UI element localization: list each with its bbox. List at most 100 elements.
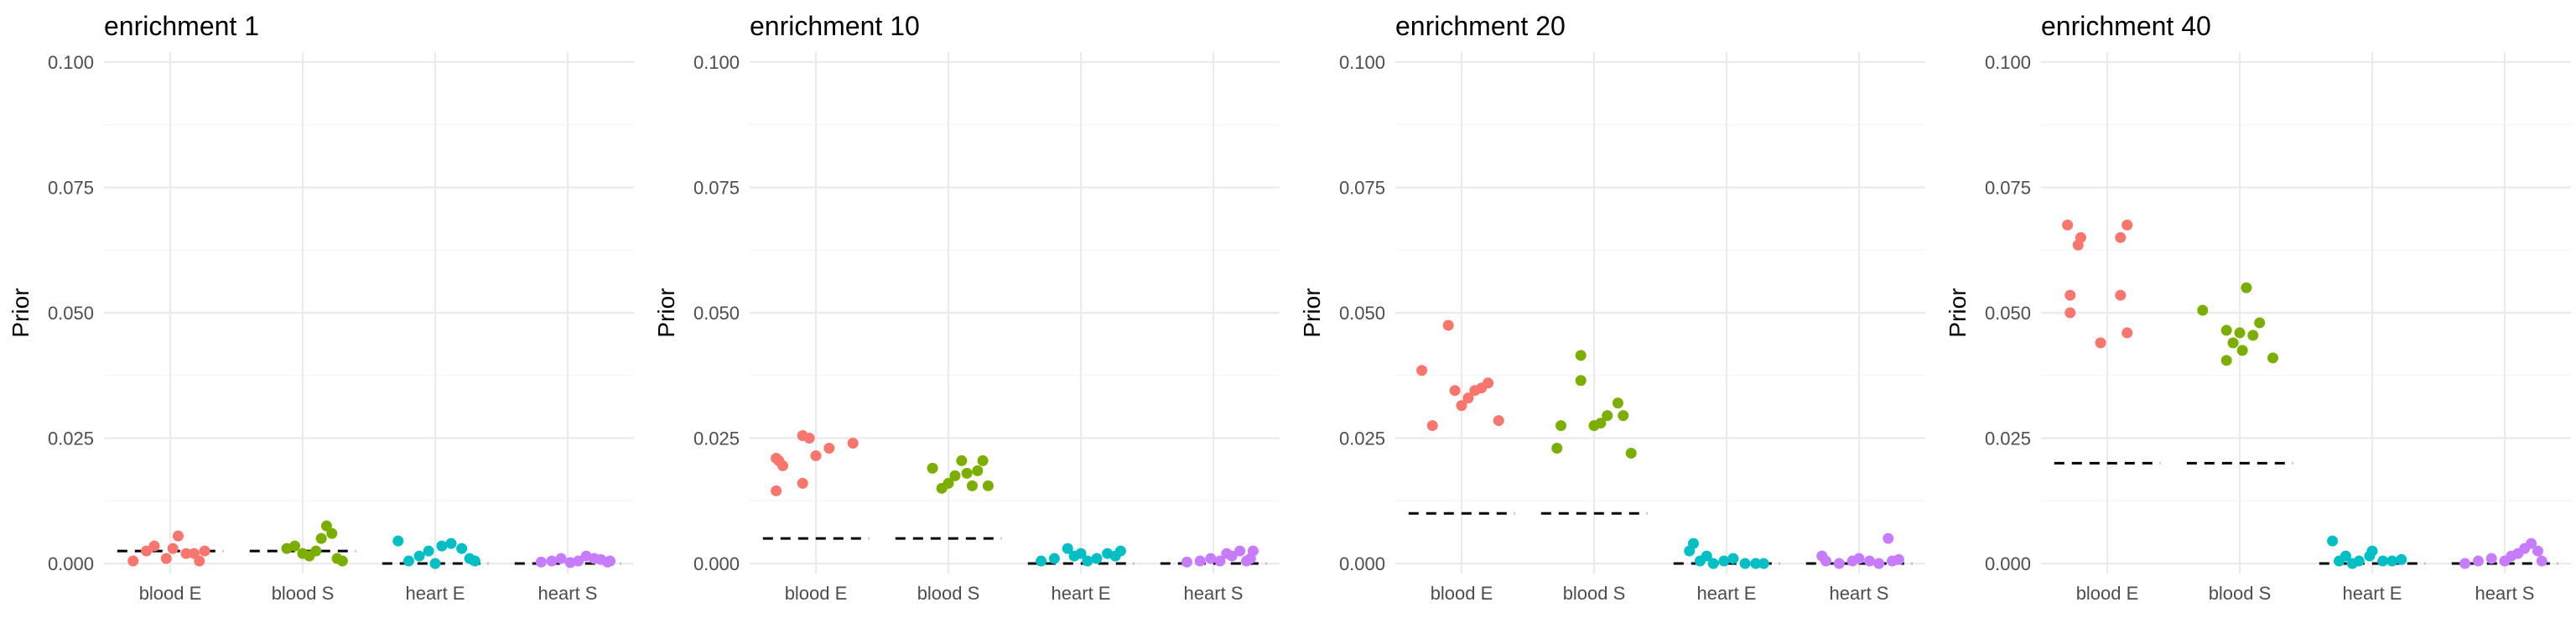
data-point (2536, 555, 2547, 567)
data-point (1036, 555, 1047, 567)
y-tick-label: 0.050 (1339, 303, 1385, 324)
data-point (2064, 289, 2076, 301)
data-point (2327, 535, 2339, 547)
data-point (1234, 545, 1246, 557)
data-point (2115, 289, 2127, 301)
data-point (966, 480, 978, 491)
data-point (605, 555, 616, 567)
data-point (180, 548, 192, 559)
x-tick-label: heart E (1697, 583, 1757, 604)
data-point (1883, 532, 1894, 544)
data-point (456, 543, 468, 554)
data-point (2254, 317, 2266, 329)
data-point (1575, 375, 1587, 387)
data-point (803, 433, 815, 444)
data-point (1758, 558, 1769, 569)
y-tick-label: 0.000 (1985, 553, 2031, 574)
data-point (289, 540, 301, 552)
data-point (1718, 555, 1730, 567)
data-point (1214, 555, 1226, 567)
y-tick-label: 0.075 (693, 177, 740, 198)
data-point (2236, 345, 2248, 356)
x-tick-label: blood S (917, 583, 980, 604)
y-tick-label: 0.000 (48, 553, 94, 574)
data-point (1048, 553, 1060, 564)
y-tick-label: 0.025 (48, 428, 94, 449)
data-point (2340, 550, 2351, 562)
data-point (304, 550, 315, 562)
data-point (1442, 319, 1454, 331)
data-point (2095, 337, 2106, 349)
x-tick-label: blood S (272, 583, 335, 604)
data-point (2366, 545, 2378, 557)
x-tick-label: blood S (1563, 583, 1626, 604)
data-point (1493, 415, 1504, 427)
data-point (2220, 325, 2232, 336)
data-point (1833, 558, 1845, 569)
data-point (336, 555, 348, 567)
data-point (1226, 550, 1238, 562)
x-tick-label: blood E (139, 583, 202, 604)
y-tick-label: 0.050 (1985, 303, 2031, 324)
data-point (315, 532, 327, 544)
x-tick-label: heart S (1184, 583, 1244, 604)
data-point (972, 465, 984, 476)
data-point (2459, 558, 2471, 569)
data-point (2532, 545, 2543, 557)
data-point (949, 470, 961, 481)
data-point (2247, 330, 2259, 341)
data-point (1449, 385, 1461, 397)
y-tick-label: 0.100 (693, 52, 740, 73)
y-axis-title: Prior (8, 288, 34, 337)
x-tick-label: blood S (2209, 583, 2272, 604)
data-point (1456, 400, 1467, 412)
data-point (1612, 397, 1623, 409)
data-point (1551, 442, 1563, 454)
y-axis-title: Prior (1945, 288, 1971, 337)
data-point (469, 555, 480, 567)
data-point (423, 545, 434, 557)
data-point (1091, 553, 1103, 564)
y-tick-label: 0.050 (693, 303, 740, 324)
data-point (141, 545, 153, 557)
data-point (1416, 365, 1428, 377)
data-point (1820, 555, 1831, 567)
data-point (402, 555, 414, 567)
y-tick-label: 0.100 (48, 52, 94, 73)
data-point (2234, 327, 2246, 339)
data-point (1595, 418, 1607, 429)
y-tick-label: 0.025 (1985, 428, 2031, 449)
data-point (2386, 555, 2398, 567)
data-point (2220, 355, 2232, 366)
x-tick-label: blood E (2076, 583, 2139, 604)
data-point (1602, 410, 1613, 422)
data-point (927, 462, 938, 474)
data-point (1247, 545, 1259, 557)
data-point (1618, 410, 1629, 422)
y-tick-label: 0.075 (48, 177, 94, 198)
data-point (573, 555, 584, 567)
data-point (1688, 538, 1699, 549)
data-point (1707, 558, 1719, 569)
data-point (1426, 420, 1438, 432)
facet-panel-2: enrichment 10 Prior 0.000 0.025 0.050 0.075 0.… (653, 11, 1280, 604)
data-point (1853, 553, 1865, 564)
data-point (961, 467, 973, 479)
data-point (555, 553, 567, 564)
data-point (1864, 555, 1876, 567)
data-point (2396, 553, 2407, 565)
data-point (2485, 553, 2497, 564)
data-point (326, 527, 338, 539)
data-point (172, 530, 184, 542)
y-axis-title: Prior (1299, 288, 1325, 337)
data-point (445, 538, 457, 549)
data-point (797, 477, 808, 489)
y-tick-label: 0.050 (48, 303, 94, 324)
data-point (160, 553, 172, 564)
data-point (2472, 555, 2484, 567)
data-point (199, 545, 210, 557)
data-point (2227, 337, 2239, 349)
data-point (943, 477, 954, 489)
data-point (1750, 558, 1762, 569)
